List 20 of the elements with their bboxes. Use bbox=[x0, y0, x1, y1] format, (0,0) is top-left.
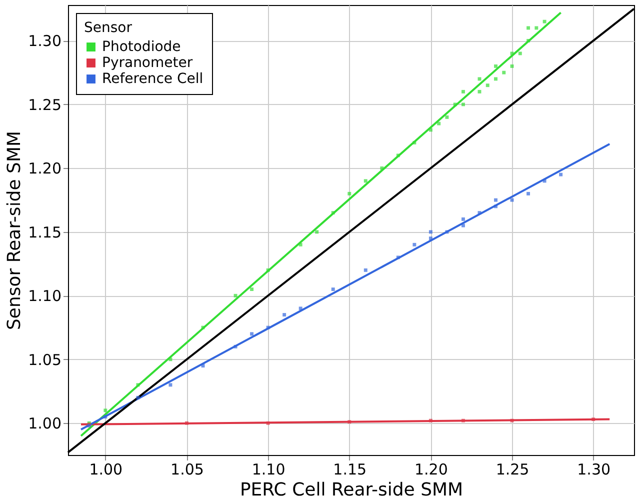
y-tick-label: 1.30 bbox=[28, 32, 62, 50]
y-tick-label: 1.05 bbox=[28, 350, 62, 369]
x-tick-label: 1.05 bbox=[170, 460, 204, 478]
x-tick-label: 1.15 bbox=[333, 460, 367, 478]
y-tick-label: 1.20 bbox=[28, 160, 62, 178]
x-axis-title: PERC Cell Rear-side SMM bbox=[240, 480, 464, 500]
legend-title: Sensor bbox=[84, 20, 132, 36]
y-tick-label: 1.15 bbox=[28, 223, 62, 242]
x-tick-label: 1.00 bbox=[89, 460, 123, 478]
y-tick-label: 1.25 bbox=[28, 96, 62, 114]
x-tick-label: 1.30 bbox=[577, 460, 611, 478]
y-tick-label: 1.00 bbox=[28, 414, 62, 433]
legend-label: Pyranometer bbox=[102, 55, 193, 71]
legend-label: Photodiode bbox=[102, 39, 181, 55]
x-tick-label: 1.25 bbox=[496, 460, 530, 478]
x-tick-label: 1.10 bbox=[252, 460, 286, 478]
y-axis-title: Sensor Rear-side SMM bbox=[4, 130, 26, 330]
y-tick-label: 1.10 bbox=[28, 287, 62, 306]
x-tick-label: 1.20 bbox=[414, 460, 448, 478]
legend-label: Reference Cell bbox=[102, 71, 204, 87]
